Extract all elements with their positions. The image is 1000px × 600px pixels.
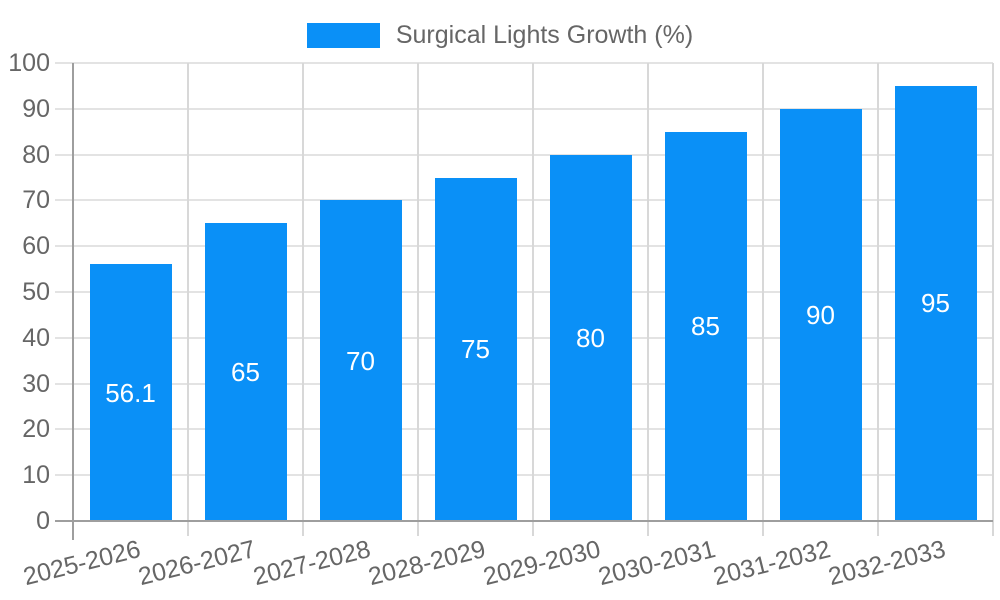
y-axis-tick-label: 90 <box>22 94 50 123</box>
x-gridline <box>417 63 419 536</box>
x-gridline <box>877 63 879 536</box>
x-axis-tick-label: 2030-2031 <box>595 535 719 592</box>
y-axis-tick-label: 20 <box>22 415 50 444</box>
y-axis-tick-label: 30 <box>22 369 50 398</box>
y-gridline <box>55 107 993 110</box>
bar <box>204 223 287 521</box>
x-axis-tick-label: 2025-2026 <box>20 535 144 592</box>
x-axis-tick-label: 2029-2030 <box>480 535 604 592</box>
legend-item[interactable]: Surgical Lights Growth (%) <box>306 20 694 50</box>
bar-value-label: 95 <box>921 288 950 319</box>
bar-value-label: 56.1 <box>105 377 156 408</box>
y-gridline <box>55 199 993 202</box>
bar <box>434 177 517 521</box>
bar-value-label: 65 <box>231 357 260 388</box>
y-axis-tick-label: 80 <box>22 140 50 169</box>
y-gridline <box>55 62 993 64</box>
y-gridline <box>55 382 993 385</box>
x-gridline <box>532 63 534 536</box>
bar-value-label: 90 <box>806 299 835 330</box>
x-gridline <box>992 63 994 536</box>
bar <box>549 154 632 521</box>
x-gridline <box>187 63 189 536</box>
x-axis-tick-label: 2032-2033 <box>825 535 949 592</box>
x-gridline <box>762 63 764 536</box>
bar <box>894 85 977 521</box>
bar <box>664 131 747 521</box>
bar <box>779 108 862 521</box>
x-gridline <box>647 63 649 536</box>
y-axis-tick-label: 40 <box>22 323 50 352</box>
y-gridline <box>55 474 993 477</box>
y-axis-tick-label: 100 <box>8 49 50 77</box>
x-axis-line <box>55 520 993 522</box>
y-gridline <box>55 291 993 293</box>
y-gridline <box>55 245 993 248</box>
x-axis-tick-label: 2031-2032 <box>710 535 834 592</box>
bar-value-label: 75 <box>461 334 490 365</box>
bar <box>89 264 172 521</box>
x-axis-tick-label: 2028-2029 <box>365 535 489 592</box>
y-axis-tick-label: 10 <box>22 461 50 490</box>
y-axis-tick-label: 0 <box>36 507 50 535</box>
bar-value-label: 70 <box>346 345 375 376</box>
legend-label: Surgical Lights Growth (%) <box>395 21 694 49</box>
y-axis-line <box>72 63 74 540</box>
y-axis-tick-label: 60 <box>22 232 50 261</box>
x-axis-tick-label: 2026-2027 <box>135 535 259 592</box>
x-axis-tick-label: 2027-2028 <box>250 535 374 592</box>
y-axis-tick-label: 50 <box>22 278 50 306</box>
y-gridline <box>55 336 993 339</box>
bar-value-label: 80 <box>576 322 605 353</box>
x-gridline <box>302 63 304 536</box>
y-gridline <box>55 153 993 156</box>
bar <box>319 200 402 521</box>
legend-swatch <box>306 22 380 48</box>
bar-value-label: 85 <box>691 311 720 342</box>
y-gridline <box>55 428 993 431</box>
y-axis-tick-label: 70 <box>22 186 50 215</box>
chart-legend: Surgical Lights Growth (%) <box>0 20 1000 50</box>
